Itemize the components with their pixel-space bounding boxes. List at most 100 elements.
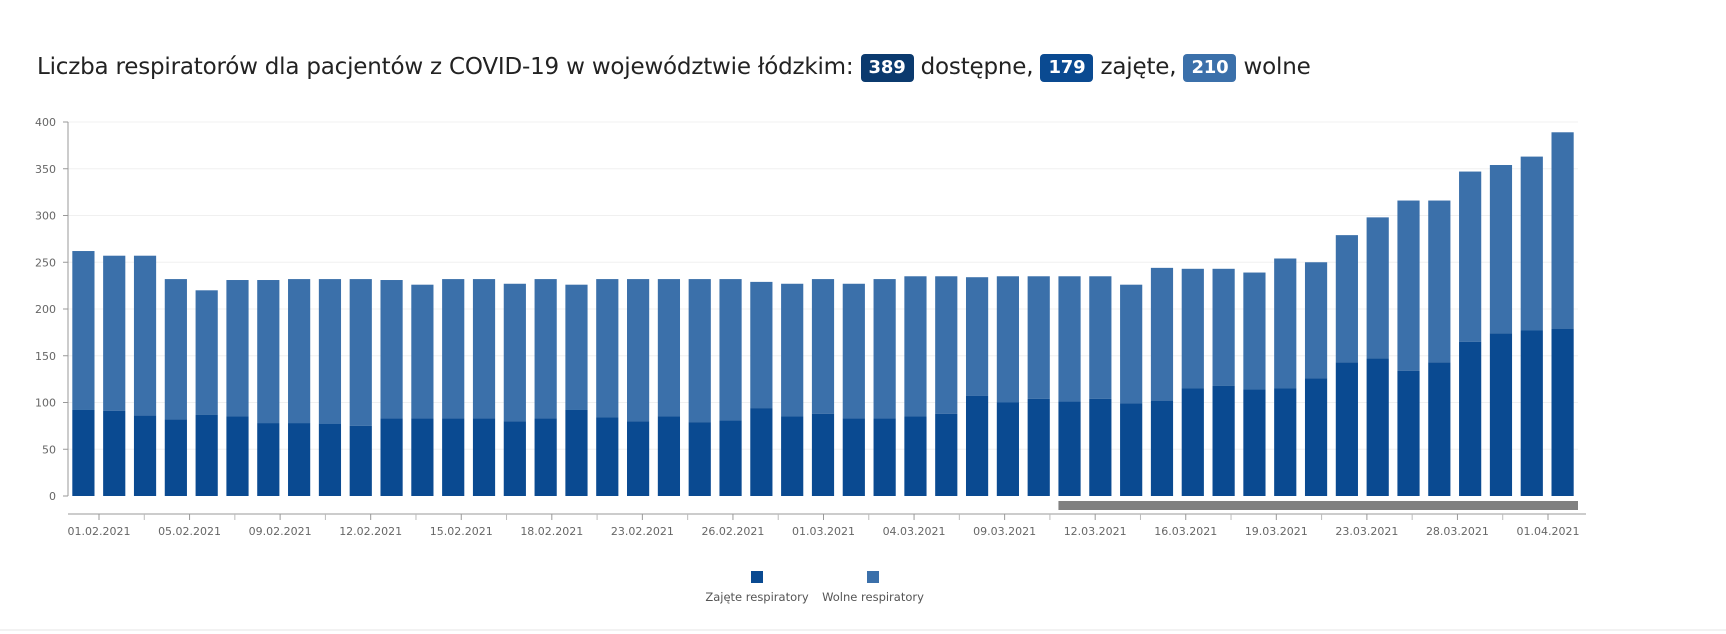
bar-free[interactable] [873, 279, 896, 419]
bar-occupied[interactable] [842, 418, 865, 496]
bar-free[interactable] [380, 280, 403, 419]
bar-free[interactable] [1304, 262, 1328, 379]
bar-free[interactable] [657, 279, 681, 417]
bar-free[interactable] [442, 279, 465, 419]
bar-free[interactable] [965, 277, 989, 396]
bar-free[interactable] [349, 279, 372, 426]
bar-occupied[interactable] [1335, 362, 1358, 496]
bar-occupied[interactable] [811, 413, 835, 496]
bar-free[interactable] [72, 251, 95, 410]
bar-free[interactable] [1058, 276, 1081, 402]
bar-free[interactable] [750, 281, 773, 409]
bar-free[interactable] [1489, 165, 1513, 334]
bar-occupied[interactable] [503, 421, 526, 496]
bar-occupied[interactable] [318, 424, 342, 496]
bar-occupied[interactable] [164, 419, 187, 496]
bar-occupied[interactable] [257, 423, 280, 496]
bar-free[interactable] [1366, 217, 1389, 359]
bar-occupied[interactable] [996, 402, 1019, 497]
bar-occupied[interactable] [72, 409, 95, 496]
bar-occupied[interactable] [411, 418, 434, 496]
legend-free-label[interactable]: Wolne respiratory [822, 590, 924, 604]
bar-occupied[interactable] [1489, 333, 1513, 496]
bar-occupied[interactable] [657, 416, 681, 496]
bar-free[interactable] [1428, 200, 1451, 363]
bar-occupied[interactable] [472, 418, 496, 496]
bar-occupied[interactable] [565, 409, 588, 496]
bar-occupied[interactable] [1212, 385, 1235, 496]
bar-occupied[interactable] [103, 410, 126, 496]
bar-free[interactable] [1335, 235, 1358, 363]
bar-occupied[interactable] [1459, 341, 1482, 496]
bar-occupied[interactable] [133, 415, 157, 496]
bar-occupied[interactable] [1397, 370, 1420, 496]
bar-free[interactable] [904, 276, 927, 417]
bar-occupied[interactable] [195, 414, 218, 496]
bar-occupied[interactable] [1274, 388, 1297, 496]
bar-occupied[interactable] [965, 395, 989, 496]
legend-free-swatch[interactable] [867, 571, 879, 583]
bar-occupied[interactable] [596, 417, 619, 496]
bar-occupied[interactable] [442, 418, 465, 496]
bar-free[interactable] [164, 279, 187, 420]
bar-occupied[interactable] [1150, 400, 1174, 496]
bar-occupied[interactable] [750, 408, 773, 496]
bar-occupied[interactable] [904, 416, 927, 496]
bar-free[interactable] [1551, 132, 1574, 329]
bar-free[interactable] [1089, 276, 1112, 399]
bar-free[interactable] [1181, 268, 1204, 389]
bar-free[interactable] [996, 276, 1019, 403]
bar-free[interactable] [1274, 258, 1297, 389]
bar-free[interactable] [688, 279, 711, 423]
bar-free[interactable] [1150, 267, 1174, 401]
bar-free[interactable] [1459, 171, 1482, 342]
bar-free[interactable] [411, 284, 434, 419]
bar-occupied[interactable] [226, 416, 249, 496]
bar-occupied[interactable] [380, 418, 403, 496]
bar-free[interactable] [627, 279, 650, 422]
bar-free[interactable] [103, 255, 126, 411]
bar-occupied[interactable] [688, 422, 711, 496]
bar-free[interactable] [1027, 276, 1050, 399]
bar-free[interactable] [935, 276, 958, 414]
zoom-scrollbar[interactable] [1058, 501, 1578, 510]
bar-free[interactable] [781, 283, 804, 417]
bar-free[interactable] [1212, 268, 1235, 386]
bar-occupied[interactable] [781, 416, 804, 496]
bar-free[interactable] [1520, 156, 1543, 331]
bar-occupied[interactable] [719, 420, 742, 496]
bar-free[interactable] [226, 280, 249, 417]
bar-free[interactable] [503, 283, 526, 422]
bar-occupied[interactable] [1366, 358, 1389, 496]
bar-free[interactable] [318, 279, 342, 425]
bar-occupied[interactable] [288, 423, 311, 496]
bar-free[interactable] [1397, 200, 1420, 371]
bar-free[interactable] [1243, 272, 1266, 390]
bar-free[interactable] [288, 279, 311, 424]
legend-occupied-label[interactable]: Zajęte respiratory [705, 590, 809, 604]
bar-free[interactable] [842, 283, 865, 419]
bar-free[interactable] [133, 255, 157, 416]
bar-occupied[interactable] [349, 425, 372, 496]
bar-occupied[interactable] [1027, 398, 1050, 496]
bar-free[interactable] [195, 290, 218, 415]
bar-free[interactable] [257, 280, 280, 424]
bar-occupied[interactable] [1181, 388, 1204, 496]
bar-free[interactable] [1120, 284, 1143, 404]
bar-free[interactable] [811, 279, 835, 414]
bar-occupied[interactable] [1520, 330, 1543, 496]
bar-free[interactable] [534, 279, 557, 419]
bar-free[interactable] [565, 284, 588, 410]
bar-free[interactable] [472, 279, 496, 419]
bar-occupied[interactable] [935, 413, 958, 496]
bar-occupied[interactable] [873, 418, 896, 496]
bar-free[interactable] [596, 279, 619, 418]
bar-occupied[interactable] [1304, 378, 1328, 496]
legend-occupied-swatch[interactable] [751, 571, 763, 583]
bar-occupied[interactable] [1120, 403, 1143, 496]
bar-occupied[interactable] [534, 418, 557, 496]
bar-occupied[interactable] [1428, 362, 1451, 496]
bar-occupied[interactable] [1058, 401, 1081, 496]
bar-occupied[interactable] [1243, 389, 1266, 496]
bar-free[interactable] [719, 279, 742, 421]
